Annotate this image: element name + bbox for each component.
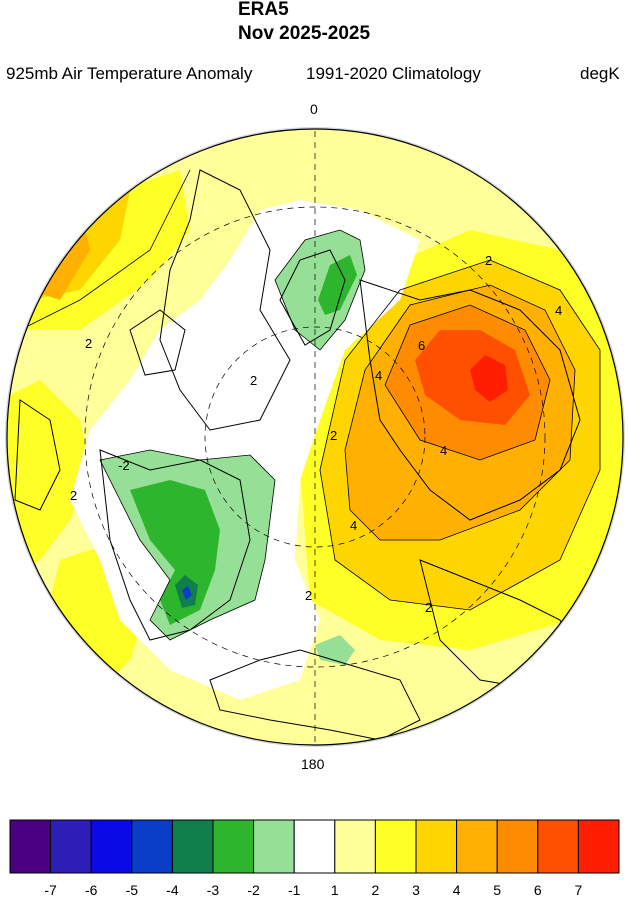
units-label: degK [580, 64, 620, 83]
colorbar-swatch [537, 819, 579, 874]
anomaly-field-neg-2-3-west [130, 480, 220, 625]
contour-label: -2 [118, 458, 130, 473]
colorbar-swatch [212, 819, 255, 874]
colorbar-tick-label: -4 [166, 882, 179, 898]
colorbar-swatch [577, 819, 620, 874]
colorbar-tick-label: 4 [452, 882, 461, 898]
colorbar-swatch [171, 819, 214, 874]
colorbar-tick-label: -3 [206, 882, 220, 898]
anomaly-field-neg-4-5 [182, 586, 192, 600]
coastlines [14, 169, 581, 741]
anomaly-field-neg-2-3-north [318, 255, 357, 315]
contour-label: 4 [440, 443, 447, 458]
contour-label: 2 [85, 336, 92, 351]
colorbar-swatch [496, 819, 539, 874]
contour-label: 2 [485, 253, 492, 268]
contour-label: 2 [70, 488, 77, 503]
colorbar-tick-label: -7 [44, 882, 57, 898]
climatology-label: 1991-2020 Climatology [306, 64, 481, 83]
variable-label: 925mb Air Temperature Anomaly [6, 64, 253, 83]
contour-label: 2 [425, 600, 432, 615]
contour-label: 4 [350, 518, 357, 533]
colorbar-tick-label: 7 [574, 882, 583, 898]
colorbar-tick-label: -1 [287, 882, 301, 898]
period-title: Nov 2025-2025 [238, 23, 371, 44]
longitude-label-180: 180 [301, 756, 325, 772]
graticule [84, 129, 546, 745]
contour-label: 6 [418, 338, 425, 353]
colorbar-swatch [90, 819, 133, 874]
colorbar-swatch [9, 819, 52, 874]
colorbar-tick-label: -6 [84, 882, 98, 898]
colorbar-swatch [253, 819, 295, 874]
map-frame [6, 128, 624, 746]
longitude-label-0: 0 [310, 101, 318, 117]
contour-lines [19, 169, 601, 641]
dataset-title: ERA5 [238, 0, 289, 20]
contour-label: 2 [250, 373, 257, 388]
contour-label: 2 [330, 428, 337, 443]
colorbar-tick-label: 6 [533, 882, 542, 898]
colorbar-swatch [374, 819, 417, 874]
contour-label: 4 [375, 368, 382, 383]
colorbar-swatch [293, 819, 336, 874]
colorbar-swatch [334, 819, 376, 874]
colorbar-tick-label: 2 [371, 882, 380, 898]
colorbar-tick-label: 5 [493, 882, 502, 898]
anomaly-field-2-3-west [7, 380, 90, 580]
colorbar-swatch [131, 819, 173, 874]
colorbar-tick-label: 3 [412, 882, 420, 898]
contour-label: 2 [305, 588, 312, 603]
anomaly-field-gt-7 [470, 355, 508, 402]
polar-anomaly-map: 2 2 2 2 2 2 4 4 4 6 4 2 -2 [5, 127, 625, 747]
colorbar-swatch [50, 819, 92, 874]
colorbar-swatch [456, 819, 498, 874]
colorbar-tick-label: -5 [125, 882, 139, 898]
colorbar-tick-label: -2 [247, 882, 260, 898]
contour-label-group: 2 2 2 2 2 2 4 4 4 6 4 2 -2 [70, 253, 562, 615]
colorbar-tick-label: 1 [330, 882, 339, 898]
colorbar-swatch [415, 819, 458, 874]
contour-label: 4 [555, 303, 562, 318]
